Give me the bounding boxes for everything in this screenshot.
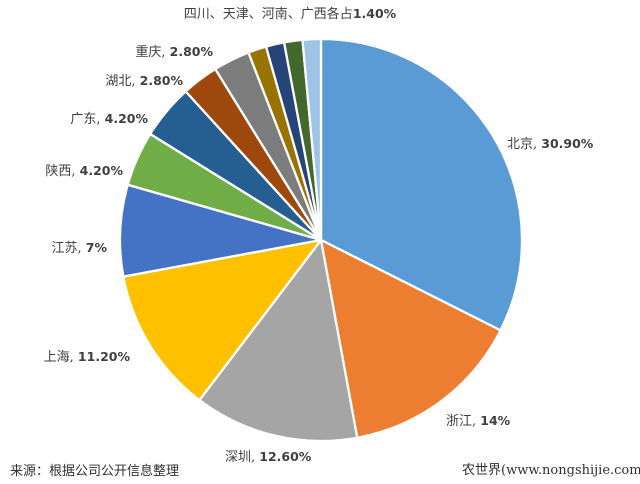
pie-slice-zhejiang	[319, 238, 502, 439]
pie-slice-guangxi	[301, 37, 323, 242]
source-note: 来源：根据公司公开信息整理	[10, 464, 180, 479]
pie-slice-shanghai	[122, 238, 323, 402]
label-name: 北京,	[507, 137, 542, 152]
label-value: 11.20%	[77, 349, 130, 364]
label-shenzhen: 深圳, 12.60%	[225, 449, 311, 465]
label-jiangsu: 江苏, 7%	[52, 240, 108, 256]
label-shanghai: 上海, 11.20%	[44, 349, 130, 365]
label-name: 江苏,	[51, 241, 86, 256]
label-name: 深圳,	[225, 450, 260, 465]
label-value: 30.90%	[541, 136, 594, 151]
pie-slice-shenzhen	[198, 238, 359, 443]
label-name: 四川、天津、河南、广西各占	[183, 7, 353, 22]
label-name: 湖北,	[105, 74, 140, 89]
label-value: 2.80%	[139, 73, 183, 88]
label-name: 陕西,	[45, 164, 80, 179]
label-value: 4.20%	[79, 163, 123, 178]
label-beijing: 北京, 30.90%	[507, 136, 593, 152]
pie-slice-beijing	[319, 37, 524, 332]
label-name: 广东,	[70, 112, 105, 127]
label-value: 4.20%	[104, 111, 148, 126]
label-value: 1.40%	[352, 6, 397, 21]
label-name: 浙江,	[446, 414, 481, 429]
label-value: 14%	[480, 413, 511, 428]
label-name: 上海,	[43, 350, 78, 365]
label-chongqing: 重庆, 2.80%	[135, 44, 213, 60]
label-group-small: 四川、天津、河南、广西各占1.40%	[184, 6, 396, 22]
label-zhejiang: 浙江, 14%	[446, 413, 510, 429]
label-name: 重庆,	[135, 45, 170, 60]
label-value: 7%	[85, 240, 107, 255]
watermark: 农世界(www.nongshijie.com)	[462, 463, 640, 478]
label-guangdong: 广东, 4.20%	[70, 111, 148, 127]
label-hubei: 湖北, 2.80%	[105, 73, 183, 89]
label-shaanxi: 陕西, 4.20%	[45, 163, 123, 179]
label-value: 2.80%	[169, 44, 213, 59]
label-value: 12.60%	[259, 449, 312, 464]
